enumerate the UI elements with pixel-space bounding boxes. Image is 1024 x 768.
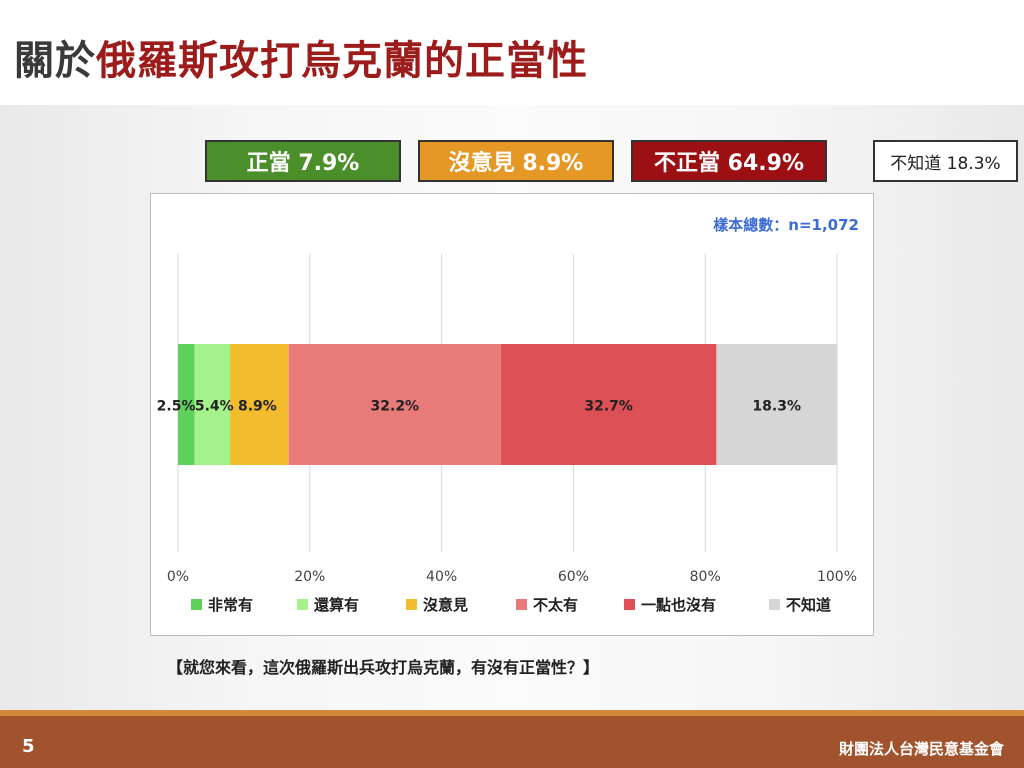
legend-label: 不太有 [533, 596, 578, 614]
data-label: 32.7% [584, 399, 633, 415]
chart-panel: 樣本總數：n=1,072 0% 20% 40% 60% 80% 100% 2.5% 5.4% 8… [150, 193, 874, 636]
bar-segment [230, 344, 289, 465]
legend-label: 還算有 [314, 596, 359, 614]
summary-illegitimate-box: 不正當 64.9% [631, 140, 827, 182]
data-label: 8.9% [238, 399, 277, 415]
legend-swatch [406, 599, 417, 610]
bar-segment [500, 344, 717, 465]
data-label: 32.2% [371, 399, 420, 415]
legend-label: 沒意見 [423, 596, 468, 614]
bar-segment [178, 344, 195, 465]
legend-label: 一點也沒有 [641, 596, 716, 614]
page-number: 5 [22, 736, 35, 757]
legend-swatch [297, 599, 308, 610]
bar-segment [716, 344, 837, 465]
summary-no-opinion-box: 沒意見 8.9% [418, 140, 614, 182]
legend-label: 非常有 [208, 596, 253, 614]
x-tick-label: 60% [558, 569, 589, 585]
x-tick-label: 0% [167, 569, 189, 585]
bar-segment [194, 344, 231, 465]
x-tick-label: 100% [817, 569, 857, 585]
sample-size: 樣本總數：n=1,072 [713, 216, 859, 234]
summary-legitimate-box: 正當 7.9% [205, 140, 401, 182]
legend-swatch [516, 599, 527, 610]
legend-swatch [769, 599, 780, 610]
legend-swatch [191, 599, 202, 610]
organization-name: 財團法人台灣民意基金會 [838, 740, 1004, 758]
x-tick-label: 80% [690, 569, 721, 585]
footer-bar: 5 財團法人台灣民意基金會 [0, 710, 1024, 768]
data-label: 2.5% [157, 399, 196, 415]
stacked-bar-chart: 0% 20% 40% 60% 80% 100% 2.5% 5.4% 8.9% 32.2% 32.7%… [157, 254, 857, 614]
bar-segment [288, 344, 501, 465]
data-label: 18.3% [752, 399, 801, 415]
slide-title: 關於俄羅斯攻打烏克蘭的正當性 [14, 28, 588, 86]
legend-swatch [624, 599, 635, 610]
summary-dont-know-box: 不知道 18.3% [873, 140, 1018, 182]
title-prefix: 關於 [14, 38, 96, 84]
x-tick-label: 20% [294, 569, 325, 585]
survey-question: 【就您來看，這次俄羅斯出兵攻打烏克蘭，有沒有正當性？】 [167, 658, 600, 677]
x-tick-label: 40% [426, 569, 457, 585]
data-label: 5.4% [195, 399, 234, 415]
legend-label: 不知道 [786, 596, 831, 614]
title-main: 俄羅斯攻打烏克蘭的正當性 [96, 38, 588, 84]
